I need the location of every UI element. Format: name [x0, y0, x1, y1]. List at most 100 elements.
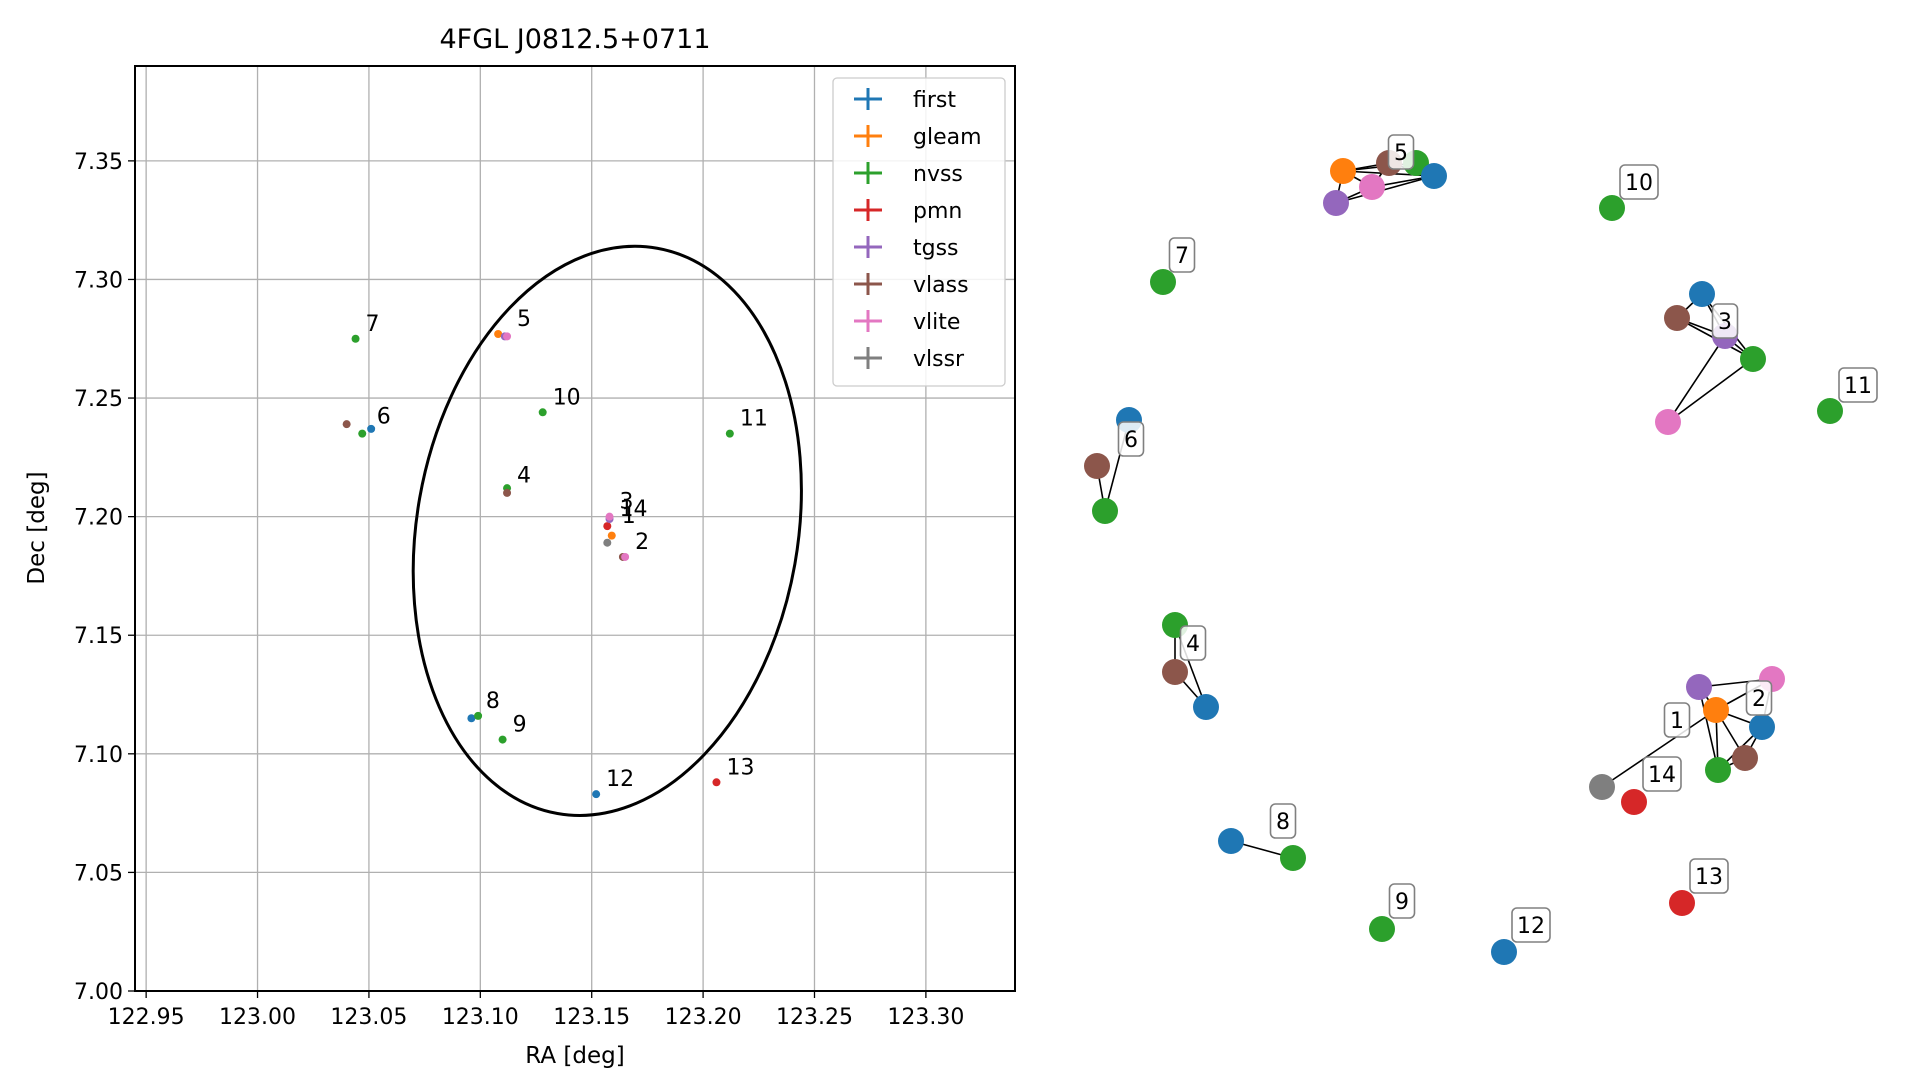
network-edge: [1335, 175, 1435, 204]
cluster-label-box: [1388, 883, 1416, 919]
network-node-tgss: [1323, 190, 1349, 216]
point-vlass: [503, 488, 512, 497]
cluster-label: 2: [1752, 687, 1766, 712]
point-first: [367, 424, 376, 433]
x-tick-label: 122.95: [108, 1005, 185, 1030]
network-node-vlite: [1655, 409, 1681, 435]
cluster-label: 4: [1186, 632, 1200, 657]
point-label: 3: [620, 490, 634, 515]
point-pmn: [712, 778, 721, 787]
cluster-label-box: [1745, 680, 1773, 716]
network-node-first: [1689, 281, 1715, 307]
legend-label-pmn: pmn: [913, 199, 962, 224]
error-ellipse: [411, 244, 803, 817]
point-label: 2: [635, 530, 649, 555]
y-tick-label: 7.05: [74, 861, 123, 886]
network-node-nvss: [1817, 398, 1843, 424]
y-tick-label: 7.15: [74, 624, 123, 649]
network-node-tgss: [1686, 674, 1712, 700]
x-tick-label: 123.10: [442, 1005, 519, 1030]
point-vlite: [605, 512, 614, 521]
network-edge: [1698, 686, 1719, 771]
point-vlass: [342, 420, 351, 429]
y-tick-label: 7.20: [74, 506, 123, 531]
cluster-label-box: [1642, 756, 1682, 792]
point-label: 7: [366, 312, 380, 337]
point-nvss: [725, 429, 734, 438]
network-edge: [1667, 358, 1754, 423]
x-tick-label: 123.25: [776, 1005, 853, 1030]
cluster-label: 12: [1517, 914, 1545, 939]
point-nvss: [538, 408, 547, 417]
point-vlite: [621, 552, 630, 561]
legend-label-vlass: vlass: [913, 273, 969, 298]
point-nvss: [498, 735, 507, 744]
point-label: 6: [377, 404, 391, 429]
point-label: 11: [740, 407, 768, 432]
network-edge: [1601, 709, 1717, 788]
network-node-nvss: [1369, 916, 1395, 942]
cluster-label-box: [1689, 858, 1729, 894]
y-tick-label: 7.00: [74, 980, 123, 1005]
chart-title: 4FGL J0812.5+0711: [439, 24, 710, 55]
legend-label-vlssr: vlssr: [913, 347, 965, 372]
network-node-nvss: [1740, 346, 1766, 372]
point-label: 9: [513, 713, 527, 738]
network-node-pmn: [1669, 890, 1695, 916]
cluster-label-box: [1179, 625, 1207, 661]
data-points: [342, 330, 734, 799]
x-axis-label: RA [deg]: [525, 1043, 624, 1069]
x-tick-label: 123.30: [887, 1005, 964, 1030]
network-node-vlass: [1084, 453, 1110, 479]
cluster-label: 1: [1670, 709, 1684, 734]
network-node-first: [1491, 939, 1517, 965]
network-node-vlass: [1162, 659, 1188, 685]
network-node-nvss: [1705, 757, 1731, 783]
point-gleam: [607, 531, 616, 540]
cluster-label-box: [1838, 367, 1878, 403]
point-vlite: [503, 332, 512, 341]
network-node-gleam: [1703, 697, 1729, 723]
cluster-label-box: [1511, 907, 1551, 943]
network-edge: [1667, 335, 1726, 423]
network-node-pmn: [1621, 789, 1647, 815]
legend: first gleam nvss pmn tgss vlass vlite vlssr: [832, 77, 1006, 387]
point-nvss: [474, 711, 483, 720]
point-first: [592, 790, 601, 799]
cluster-label: 3: [1718, 310, 1732, 335]
network-node-gleam: [1330, 158, 1356, 184]
legend-label-tgss: tgss: [913, 236, 959, 261]
legend-label-first: first: [913, 88, 956, 113]
x-tick-label: 123.05: [330, 1005, 407, 1030]
cluster-label-box: [1711, 303, 1739, 339]
cluster-label: 6: [1124, 428, 1138, 453]
cluster-label: 14: [1648, 763, 1676, 788]
cluster-label: 7: [1175, 244, 1189, 269]
network-node-first: [1193, 694, 1219, 720]
point-vlssr: [603, 538, 612, 547]
point-first: [467, 714, 476, 723]
network-node-vlite: [1359, 174, 1385, 200]
network-node-first: [1421, 163, 1447, 189]
legend-label-gleam: gleam: [913, 125, 982, 150]
point-label: 10: [553, 385, 581, 410]
cluster-label-box: [1269, 803, 1297, 839]
network-node-nvss: [1280, 845, 1306, 871]
y-tick-label: 7.10: [74, 743, 123, 768]
point-nvss: [358, 429, 367, 438]
cluster-label-box: [1117, 421, 1145, 457]
network-node-nvss: [1599, 195, 1625, 221]
network-node-nvss: [1150, 269, 1176, 295]
y-ticks: 7.00 7.05 7.10 7.15 7.20 7.25 7.30 7.35: [74, 150, 135, 1005]
legend-box: [832, 77, 1006, 387]
network-node-nvss: [1092, 498, 1118, 524]
cluster-label-box: [1663, 702, 1691, 738]
x-ticks: 122.95 123.00 123.05 123.10 123.15 123.20 123.…: [108, 991, 964, 1030]
cluster-label: 5: [1394, 141, 1408, 166]
point-label: 8: [486, 689, 500, 714]
y-axis-label: Dec [deg]: [24, 471, 50, 584]
